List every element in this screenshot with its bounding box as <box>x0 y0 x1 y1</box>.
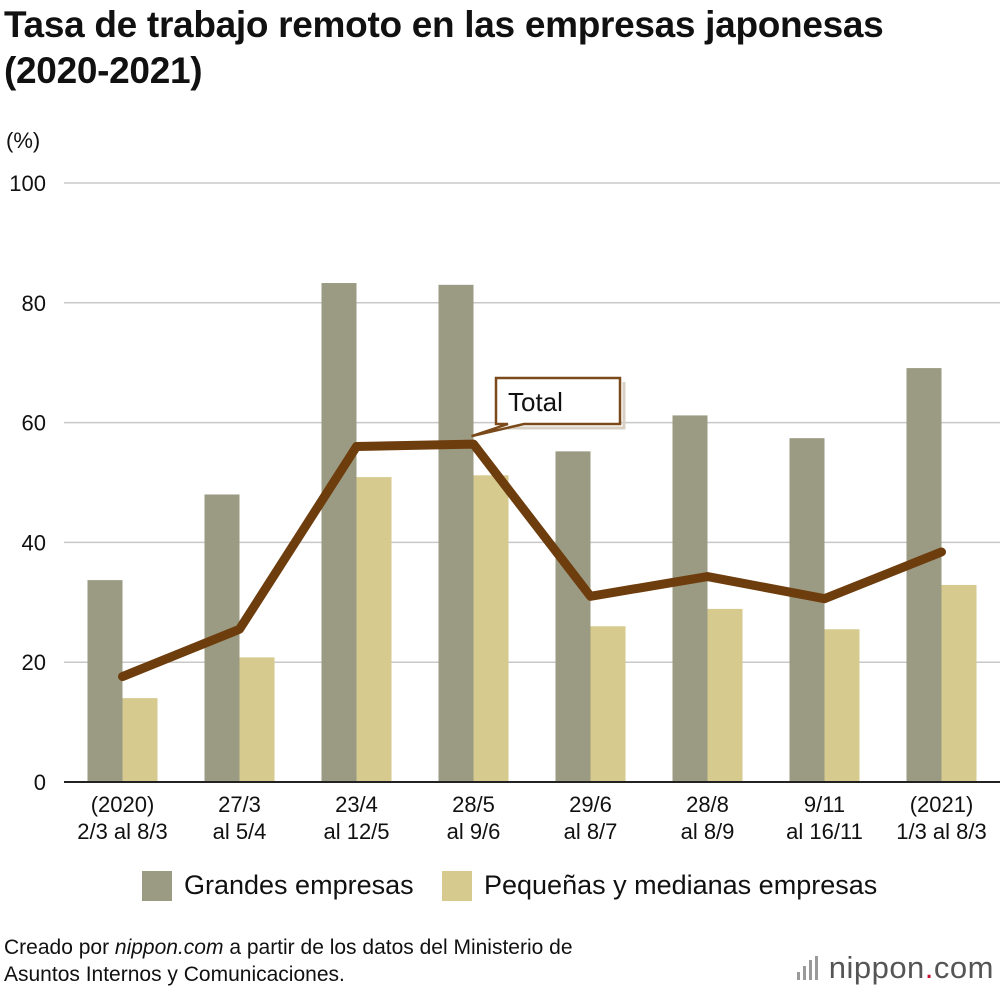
bar-pymes <box>824 629 860 782</box>
legend: Grandes empresas Pequeñas y medianas emp… <box>0 870 1000 918</box>
total-line <box>118 439 946 682</box>
x-category-label: 9/11 <box>804 792 845 817</box>
logo-bars-icon <box>796 956 821 980</box>
x-category-label: al 8/7 <box>564 819 618 844</box>
legend-label-grandes: Grandes empresas <box>184 870 414 900</box>
legend-item-pymes: Pequeñas y medianas empresas <box>442 870 877 901</box>
x-category-label: (2020) <box>91 792 155 817</box>
y-tick-label: 20 <box>22 650 46 675</box>
x-category-label: al 8/9 <box>681 819 735 844</box>
bar-grandes-empresas <box>438 284 474 782</box>
chart-plot: 0 20 40 60 80 100 (%) Total (2020)2/3 al 8/3 2… <box>6 128 1000 844</box>
nippon-logo: nippon. com <box>796 950 994 986</box>
chart-title-line1: Tasa de trabajo remoto en las empresas j… <box>4 4 884 45</box>
callout-box <box>471 376 622 438</box>
x-axis-categories: (2020)2/3 al 8/3 27/3al 5/4 23/4al 12/5 28/… <box>77 792 987 844</box>
bar-grandes-empresas <box>672 415 708 782</box>
x-category-label: al 9/6 <box>447 819 501 844</box>
y-axis-label: (%) <box>6 128 40 153</box>
source-line1: Creado por nippon.com a partir de los da… <box>4 934 704 961</box>
logo-name: nippon <box>828 950 925 985</box>
x-category-label: 28/5 <box>452 792 495 817</box>
y-tick-label: 60 <box>22 411 46 436</box>
logo-tld: com <box>933 950 994 985</box>
x-category-label: 29/6 <box>569 792 612 817</box>
bar-pymes <box>941 584 977 782</box>
logo-dot: . <box>924 950 934 985</box>
bar-grandes-empresas <box>906 368 942 782</box>
x-category-label: 27/3 <box>218 792 261 817</box>
source-line2: Asuntos Internos y Comunicaciones. <box>4 963 345 986</box>
bar-pymes <box>122 698 158 782</box>
y-tick-label: 100 <box>9 171 46 196</box>
callout-label: Total <box>508 387 563 417</box>
legend-label-pymes: Pequeñas y medianas empresas <box>484 870 878 900</box>
chart-title: Tasa de trabajo remoto en las empresas j… <box>4 2 994 94</box>
y-tick-label: 40 <box>22 530 46 555</box>
legend-item-grandes: Grandes empresas <box>142 870 414 901</box>
source-suffix: a partir de los datos del Ministerio de <box>223 936 573 959</box>
x-category-label: 2/3 al 8/3 <box>77 819 168 844</box>
total-line-series <box>118 439 946 682</box>
source-prefix: Creado por <box>4 936 115 959</box>
callout-shadow <box>500 382 626 430</box>
y-tick-label: 0 <box>34 770 46 795</box>
total-callout: Total <box>471 376 626 438</box>
bar-grandes-empresas <box>789 438 825 782</box>
bar-pymes <box>473 475 509 782</box>
x-category-label: al 5/4 <box>213 819 267 844</box>
bar-pymes <box>239 657 275 782</box>
bar-grandes-empresas <box>555 451 591 782</box>
x-category-label: al 12/5 <box>323 819 389 844</box>
bar-grandes-empresas <box>321 283 357 782</box>
x-category-label: 23/4 <box>335 792 378 817</box>
legend-swatch-pymes <box>442 870 472 901</box>
x-category-label: al 16/11 <box>786 819 863 844</box>
bar-grandes-empresas <box>87 580 123 782</box>
x-category-label: (2021) <box>910 792 974 817</box>
source-site: nippon.com <box>114 936 224 959</box>
bar-pymes <box>707 608 743 782</box>
source-note: Creado por nippon.com a partir de los da… <box>4 934 704 988</box>
bars <box>87 283 977 782</box>
x-category-label: 1/3 al 8/3 <box>896 819 987 844</box>
chart-title-line2: (2020-2021) <box>4 50 203 91</box>
bar-pymes <box>356 477 392 782</box>
x-category-label: 28/8 <box>686 792 729 817</box>
y-axis-ticks: 0 20 40 60 80 100 <box>9 171 46 795</box>
legend-swatch-grandes <box>142 870 172 901</box>
y-tick-label: 80 <box>22 291 46 316</box>
bar-pymes <box>590 626 626 782</box>
